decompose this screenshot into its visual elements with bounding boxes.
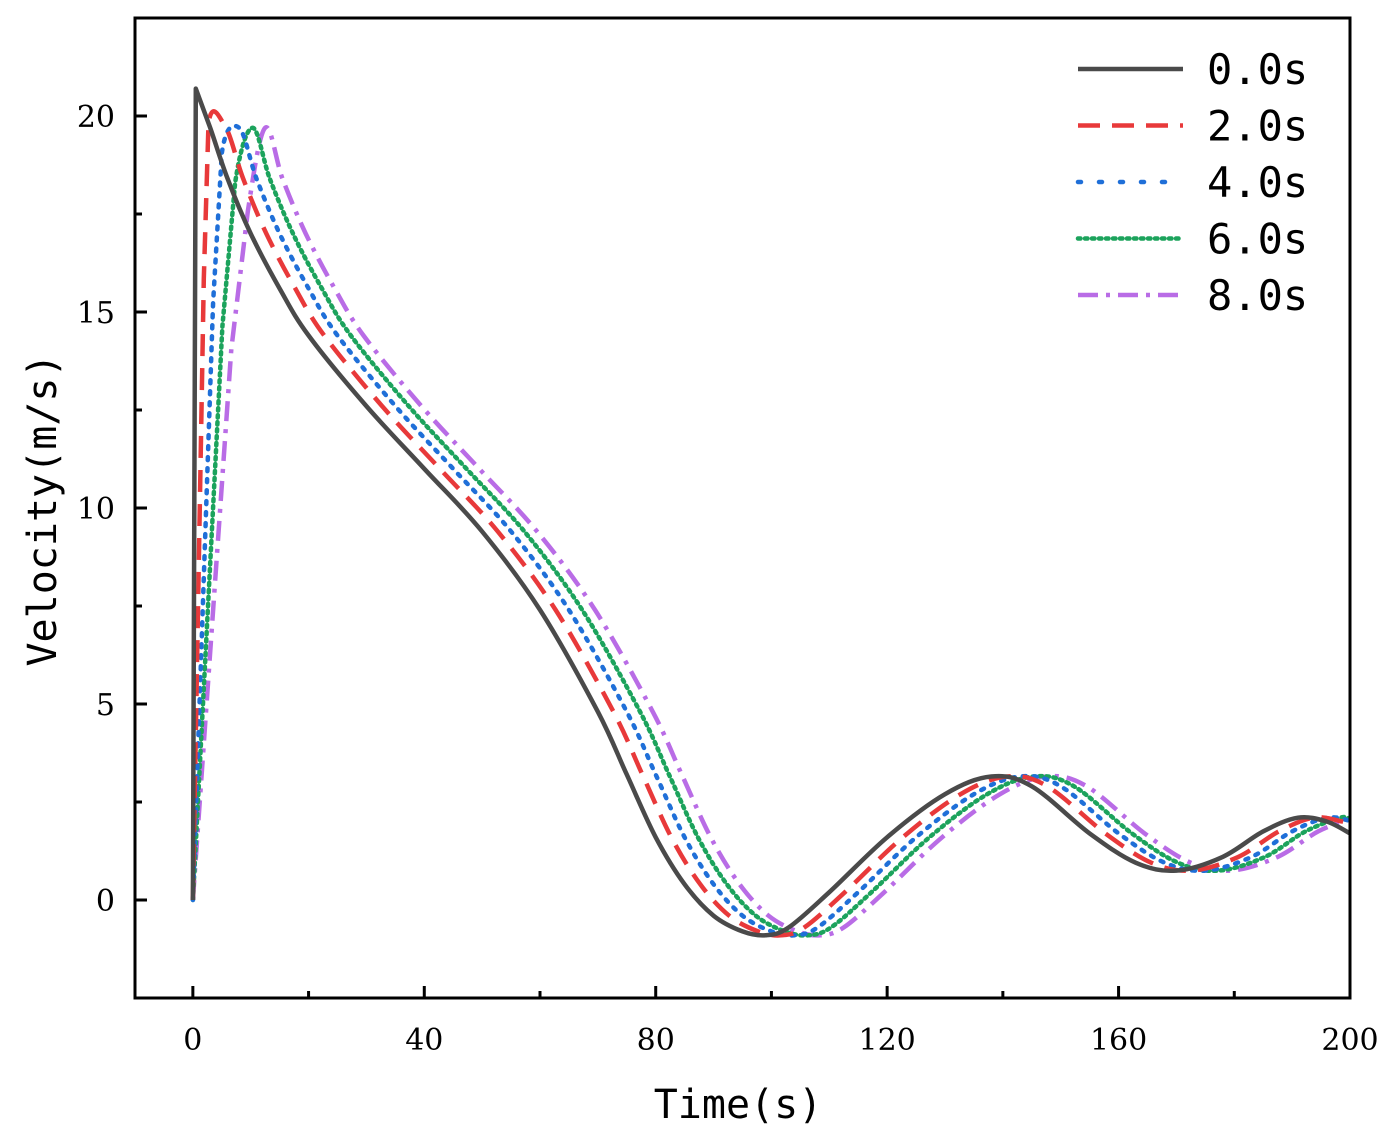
x-tick-label: 160 bbox=[1090, 1023, 1147, 1058]
plot-area bbox=[133, 16, 1352, 1000]
series-line-6-0s bbox=[190, 125, 1350, 938]
y-tick-label: 5 bbox=[96, 688, 115, 723]
x-axis-ticks: 0 40 80 120 160 200 bbox=[183, 986, 1379, 1058]
y-tick-label: 20 bbox=[77, 100, 115, 135]
x-tick-label: 200 bbox=[1321, 1023, 1378, 1058]
y-tick-label: 15 bbox=[77, 296, 115, 331]
x-tick-label: 120 bbox=[859, 1023, 916, 1058]
series-line-4-0s bbox=[190, 123, 1350, 938]
series-line-8-0s bbox=[190, 125, 1350, 938]
y-tick-label: 10 bbox=[77, 492, 115, 527]
x-axis-title: Time(s) bbox=[654, 1082, 823, 1128]
y-axis-ticks: 0 5 10 15 20 bbox=[77, 100, 147, 919]
x-tick-label: 40 bbox=[405, 1023, 443, 1058]
y-axis-title: Velocity(m/s) bbox=[20, 353, 66, 666]
legend-label: 4.0s bbox=[1207, 158, 1308, 207]
legend-label: 6.0s bbox=[1207, 215, 1308, 264]
legend-label: 0.0s bbox=[1207, 45, 1308, 94]
legend-label: 8.0s bbox=[1207, 271, 1308, 320]
series-line-0-0s bbox=[190, 86, 1350, 938]
y-tick-label: 0 bbox=[96, 884, 115, 919]
legend-label: 2.0s bbox=[1207, 102, 1308, 151]
x-tick-label: 80 bbox=[637, 1023, 675, 1058]
x-tick-label: 0 bbox=[183, 1023, 202, 1058]
series-line-2-0s bbox=[190, 109, 1350, 938]
legend: 0.0s 2.0s 4.0s 6.0s 8.0s bbox=[1075, 45, 1308, 320]
